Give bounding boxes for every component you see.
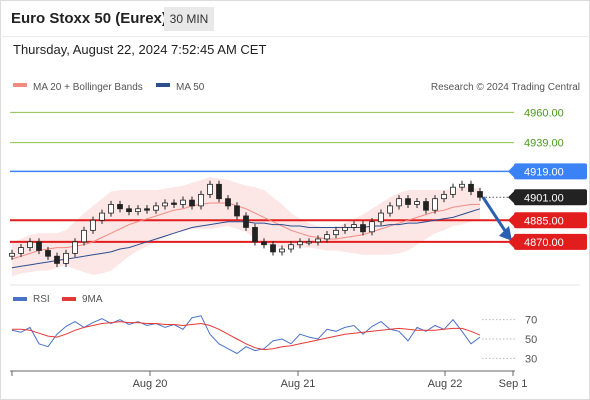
ma9-legend-swatch xyxy=(62,297,76,301)
candle xyxy=(441,190,447,203)
candle xyxy=(450,183,456,198)
candle xyxy=(225,195,231,210)
candle xyxy=(72,238,78,257)
candle xyxy=(153,202,159,214)
credit-label: Research © 2024 Trading Central xyxy=(431,82,580,93)
candle xyxy=(198,190,204,210)
candle xyxy=(324,231,330,243)
rsi-tick-label: 50 xyxy=(525,334,537,346)
candle xyxy=(279,245,285,256)
candle xyxy=(243,212,249,232)
candle xyxy=(189,196,195,210)
candle xyxy=(90,216,96,234)
rsi-legend-label: RSI xyxy=(33,294,50,305)
pivot-tag-pointer xyxy=(508,165,514,178)
chart-title: Euro Stoxx 50 (Eurex) xyxy=(11,10,167,27)
candle xyxy=(477,187,483,201)
x-tick-label: Aug 21 xyxy=(281,378,316,390)
candle xyxy=(99,209,105,224)
candle xyxy=(405,195,411,209)
ma20-legend-swatch xyxy=(13,83,27,87)
support-label: 4870.00 xyxy=(524,237,564,249)
candle xyxy=(315,235,321,246)
candle xyxy=(459,180,465,191)
candle xyxy=(369,218,375,236)
candle xyxy=(126,205,132,216)
timeframe-badge[interactable]: 30 MIN xyxy=(164,7,214,31)
candle xyxy=(423,197,429,214)
ma50-legend-swatch xyxy=(156,83,170,87)
rsi-line xyxy=(11,315,481,355)
candle xyxy=(207,180,213,198)
price-level-labels: 4960.00 4939.00 4919.00 4901.00 4885.00 4870.… xyxy=(508,107,587,250)
candle xyxy=(414,197,420,209)
candle xyxy=(342,223,348,234)
candle xyxy=(54,252,60,268)
candle xyxy=(360,220,366,236)
candle xyxy=(216,180,222,203)
x-axis: Aug 20 Aug 21 Aug 22 Sep 1 xyxy=(10,370,528,390)
candle xyxy=(144,205,150,214)
last-price-label: 4901.00 xyxy=(524,192,564,204)
support-tag-pointer xyxy=(508,235,514,248)
candle xyxy=(162,199,168,210)
x-tick-label: Aug 20 xyxy=(133,378,168,390)
forecast-arrow-shaft xyxy=(481,196,509,235)
candle xyxy=(63,249,69,268)
chart-datetime: Thursday, August 22, 2024 7:52:45 AM CET xyxy=(13,42,267,57)
candle xyxy=(108,200,114,217)
candle xyxy=(36,238,42,255)
ma50-legend-label: MA 50 xyxy=(176,82,205,93)
resistance-label: 4960.00 xyxy=(524,107,564,119)
rsi-tick-label: 30 xyxy=(525,353,537,365)
support-tag xyxy=(514,233,587,250)
ma9-legend-label: 9MA xyxy=(82,294,103,305)
support-tag xyxy=(514,212,587,229)
rsi-tick-label: 70 xyxy=(525,315,537,327)
candle xyxy=(333,226,339,239)
support-label: 4885.00 xyxy=(524,215,564,227)
candle xyxy=(9,249,15,260)
candle xyxy=(288,241,294,253)
x-tick-label: Aug 22 xyxy=(428,378,463,390)
candle xyxy=(234,202,240,220)
x-tick-label: Sep 1 xyxy=(499,378,528,390)
candle xyxy=(306,238,312,246)
candle xyxy=(180,196,186,209)
candle xyxy=(117,200,123,213)
candle xyxy=(297,238,303,249)
candle xyxy=(351,220,357,232)
support-tag-pointer xyxy=(508,214,514,227)
header-divider xyxy=(0,36,590,37)
candle xyxy=(45,246,51,260)
chart-header: Euro Stoxx 50 (Eurex) 30 MIN xyxy=(0,0,590,36)
candle xyxy=(18,244,24,257)
last-price-tag xyxy=(514,189,587,206)
candlesticks xyxy=(9,180,483,268)
candle xyxy=(270,241,276,256)
pivot-tag xyxy=(514,163,587,180)
candle xyxy=(27,238,33,252)
ma20-line xyxy=(11,202,480,260)
rsi-panel: 70 50 30 xyxy=(11,315,537,365)
candle xyxy=(135,205,141,216)
last-price-tag-pointer xyxy=(508,191,514,204)
candle xyxy=(378,209,384,226)
candle xyxy=(432,195,438,214)
candle xyxy=(468,180,474,196)
candle xyxy=(387,202,393,217)
candle xyxy=(81,226,87,246)
candle xyxy=(261,238,267,249)
candle xyxy=(171,199,177,209)
rsi-legend-swatch xyxy=(13,297,27,301)
candle xyxy=(396,195,402,210)
candle xyxy=(252,223,258,246)
ma20-legend-label: MA 20 + Bollinger Bands xyxy=(33,82,143,93)
rsi-ma9-line xyxy=(12,321,481,351)
pivot-label: 4919.00 xyxy=(524,166,564,178)
resistance-label: 4939.00 xyxy=(524,138,564,150)
forecast-arrow-head xyxy=(499,225,512,241)
forecast-arrow xyxy=(481,196,512,241)
